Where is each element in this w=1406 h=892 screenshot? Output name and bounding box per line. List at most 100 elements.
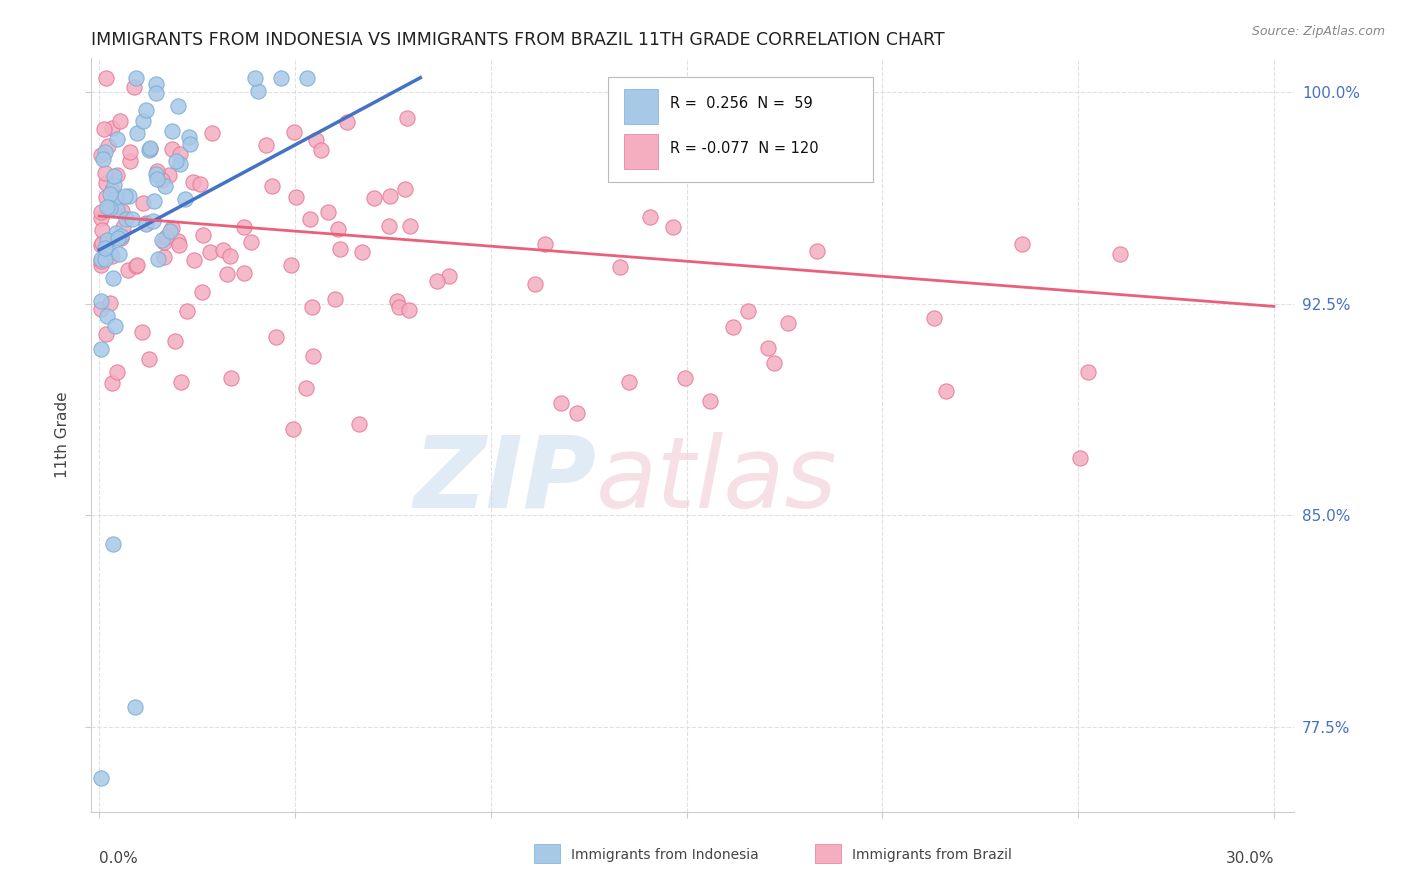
Point bbox=[100, 376, 122, 391]
Point bbox=[302, 349, 325, 363]
Point bbox=[90, 258, 112, 272]
Text: Immigrants from Indonesia: Immigrants from Indonesia bbox=[571, 847, 759, 862]
Point bbox=[394, 182, 416, 196]
Point bbox=[97, 139, 120, 153]
FancyBboxPatch shape bbox=[624, 88, 658, 124]
Point bbox=[160, 221, 183, 235]
Point bbox=[96, 70, 118, 85]
Point bbox=[107, 231, 129, 245]
Point bbox=[232, 267, 254, 281]
Point bbox=[169, 157, 191, 171]
Point bbox=[534, 236, 557, 251]
Point bbox=[270, 70, 292, 85]
Point bbox=[125, 259, 148, 273]
Point bbox=[125, 259, 148, 273]
Point bbox=[157, 168, 180, 182]
Point bbox=[105, 365, 128, 379]
Point bbox=[90, 252, 112, 266]
Point bbox=[155, 179, 177, 194]
Point bbox=[160, 124, 183, 138]
Point bbox=[336, 115, 359, 129]
Point bbox=[398, 302, 420, 317]
Point bbox=[117, 263, 139, 277]
Point bbox=[145, 86, 167, 100]
Point bbox=[105, 132, 128, 146]
Point bbox=[112, 219, 135, 234]
Point bbox=[170, 375, 193, 389]
Point bbox=[806, 244, 828, 259]
Point bbox=[94, 145, 117, 159]
Point bbox=[148, 252, 170, 266]
Point bbox=[316, 205, 339, 219]
Point bbox=[90, 293, 112, 308]
Point bbox=[198, 245, 221, 260]
Point bbox=[124, 700, 146, 714]
Point bbox=[305, 133, 328, 147]
Point bbox=[219, 249, 242, 263]
Point bbox=[100, 183, 122, 197]
FancyBboxPatch shape bbox=[609, 77, 873, 182]
Text: atlas: atlas bbox=[596, 432, 838, 529]
Point bbox=[90, 342, 112, 356]
Point bbox=[120, 145, 142, 160]
Point bbox=[105, 202, 128, 216]
Point bbox=[1069, 450, 1091, 465]
Point bbox=[219, 370, 242, 384]
Point bbox=[98, 296, 121, 310]
Point bbox=[90, 302, 112, 317]
Point bbox=[127, 126, 149, 140]
Point bbox=[619, 375, 641, 389]
Point bbox=[139, 142, 162, 156]
Point bbox=[567, 406, 589, 420]
Point bbox=[245, 70, 267, 85]
Point bbox=[159, 224, 181, 238]
Point bbox=[254, 137, 277, 152]
Text: Immigrants from Brazil: Immigrants from Brazil bbox=[852, 847, 1012, 862]
Point bbox=[90, 205, 112, 219]
Point bbox=[699, 393, 721, 408]
Point bbox=[737, 304, 759, 318]
Point bbox=[232, 220, 254, 235]
Point bbox=[101, 121, 124, 136]
Point bbox=[763, 356, 786, 370]
Point bbox=[673, 371, 696, 385]
Point bbox=[247, 85, 270, 99]
Point bbox=[105, 168, 128, 182]
Point bbox=[110, 114, 132, 128]
Point bbox=[166, 99, 188, 113]
Point bbox=[118, 189, 141, 203]
Point bbox=[100, 244, 122, 259]
Point bbox=[114, 188, 136, 202]
Text: 30.0%: 30.0% bbox=[1226, 851, 1274, 865]
Point bbox=[103, 271, 125, 285]
Point bbox=[167, 234, 190, 248]
Point bbox=[212, 243, 235, 257]
Point bbox=[776, 316, 799, 330]
Point bbox=[260, 178, 283, 193]
Point bbox=[111, 203, 134, 218]
Point bbox=[90, 237, 112, 252]
Point bbox=[756, 341, 779, 355]
Point bbox=[96, 200, 118, 214]
Point bbox=[165, 334, 187, 348]
Point bbox=[90, 236, 112, 251]
Point bbox=[638, 210, 661, 224]
Point bbox=[139, 141, 162, 155]
Point bbox=[135, 217, 157, 231]
Point bbox=[91, 152, 114, 166]
Point bbox=[240, 235, 263, 250]
Point bbox=[396, 111, 419, 125]
Text: Source: ZipAtlas.com: Source: ZipAtlas.com bbox=[1251, 25, 1385, 38]
Point bbox=[188, 177, 211, 191]
Point bbox=[285, 190, 308, 204]
Point bbox=[399, 219, 422, 234]
Point bbox=[91, 223, 114, 237]
Point bbox=[104, 319, 127, 334]
Point bbox=[93, 122, 115, 136]
Point bbox=[96, 233, 118, 247]
Point bbox=[174, 192, 197, 206]
Point bbox=[264, 330, 287, 344]
Point bbox=[142, 213, 165, 227]
Point bbox=[103, 178, 125, 193]
Point bbox=[90, 771, 112, 785]
